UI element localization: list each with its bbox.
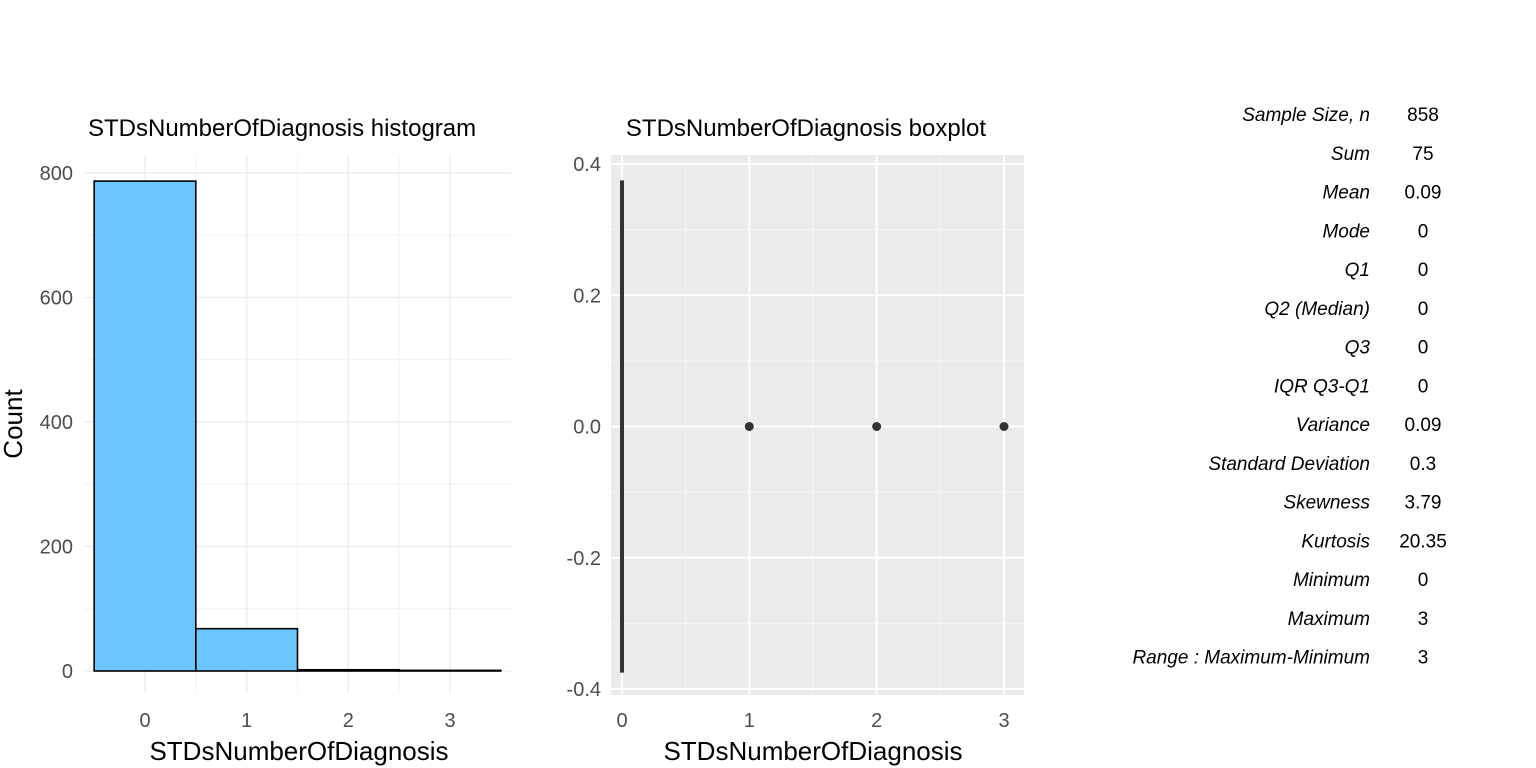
stat-label: Standard Deviation <box>1208 454 1370 475</box>
histogram-x-tick-label: 3 <box>444 710 455 732</box>
boxplot-y-tick-label: 0.0 <box>573 417 601 439</box>
summary-statistics-table: Sample Size, n 858 Sum 75 Mean 0.09 Mode 0 Q1 0 Q2… <box>1132 105 1446 669</box>
stat-label: Mode <box>1322 221 1370 242</box>
stat-value: 0 <box>1418 338 1429 359</box>
boxplot-outlier-point <box>872 422 882 431</box>
histogram-y-tick-label: 400 <box>40 412 73 434</box>
stat-value: 0.09 <box>1405 183 1442 204</box>
histogram-bars <box>93 180 502 672</box>
boxplot-gridlines <box>611 155 1024 695</box>
boxplot-x-axis-label: STDsNumberOfDiagnosis <box>663 736 962 766</box>
histogram-y-tick-label: 800 <box>40 163 73 185</box>
histogram-chart: 0 1 2 3 0 200 400 600 800 STDsNumberOfDiagnosis … <box>0 115 511 766</box>
boxplot-x-tick-label: 0 <box>616 710 627 732</box>
boxplot-x-tick-label: 3 <box>998 710 1009 732</box>
stat-value: 3.79 <box>1405 493 1442 514</box>
stat-value: 0.09 <box>1405 415 1442 436</box>
boxplot-y-tick-label: -0.2 <box>567 548 601 570</box>
stat-label: Kurtosis <box>1301 531 1370 552</box>
histogram-bar <box>195 627 299 672</box>
histogram-y-tick-label: 200 <box>40 537 73 559</box>
histogram-title: STDsNumberOfDiagnosis histogram <box>88 115 476 142</box>
histogram-tick-labels: 0 1 2 3 0 200 400 600 800 <box>40 163 456 732</box>
histogram-bar <box>296 668 400 672</box>
stat-value: 20.35 <box>1399 531 1447 552</box>
histogram-y-tick-label: 0 <box>62 661 73 683</box>
stat-value: 3 <box>1418 609 1429 630</box>
stat-value: 75 <box>1412 144 1433 165</box>
stat-label: Q3 <box>1345 338 1371 359</box>
boxplot-chart: 0 1 2 3 0.4 0.2 0.0 -0.2 -0.4 STDsNumberOfDiagno… <box>567 115 1024 766</box>
stat-value: 0 <box>1418 299 1429 320</box>
stat-label: Skewness <box>1283 493 1370 514</box>
boxplot-y-tick-label: 0.4 <box>573 154 601 176</box>
stat-label: IQR Q3-Q1 <box>1274 376 1370 397</box>
stat-label: Q2 (Median) <box>1264 299 1370 320</box>
histogram-x-tick-label: 2 <box>343 710 354 732</box>
stat-label: Minimum <box>1293 570 1370 591</box>
boxplot-marks <box>620 180 1009 673</box>
stat-value: 0 <box>1418 260 1429 281</box>
boxplot-x-tick-label: 2 <box>871 710 882 732</box>
stat-label: Variance <box>1296 415 1370 436</box>
histogram-bar <box>398 669 502 672</box>
stat-label: Maximum <box>1288 609 1370 630</box>
boxplot-outlier-point <box>744 422 754 431</box>
boxplot-y-tick-label: -0.4 <box>567 679 601 701</box>
boxplot-outlier-point <box>999 422 1009 431</box>
stat-value: 0 <box>1418 376 1429 397</box>
stat-value: 3 <box>1418 648 1429 669</box>
boxplot-y-tick-label: 0.2 <box>573 285 601 307</box>
boxplot-x-tick-label: 1 <box>744 710 755 732</box>
stat-value: 0 <box>1418 570 1429 591</box>
boxplot-tick-labels: 0 1 2 3 0.4 0.2 0.0 -0.2 -0.4 <box>567 154 1010 732</box>
boxplot-title: STDsNumberOfDiagnosis boxplot <box>626 115 986 142</box>
histogram-y-axis-label: Count <box>0 389 28 459</box>
histogram-x-tick-label: 0 <box>139 710 150 732</box>
stat-label: Q1 <box>1345 260 1370 281</box>
histogram-x-tick-label: 1 <box>241 710 252 732</box>
stat-value: 858 <box>1407 105 1439 126</box>
stat-label: Sum <box>1331 144 1370 165</box>
histogram-y-tick-label: 600 <box>40 288 73 310</box>
stat-label: Range : Maximum-Minimum <box>1132 648 1370 669</box>
stat-value: 0 <box>1418 221 1429 242</box>
stat-label: Sample Size, n <box>1242 105 1370 126</box>
boxplot-panel-background <box>611 155 1024 695</box>
histogram-x-axis-label: STDsNumberOfDiagnosis <box>149 736 448 766</box>
stat-label: Mean <box>1322 183 1370 204</box>
stat-value: 0.3 <box>1410 454 1436 475</box>
histogram-bar <box>93 180 197 672</box>
